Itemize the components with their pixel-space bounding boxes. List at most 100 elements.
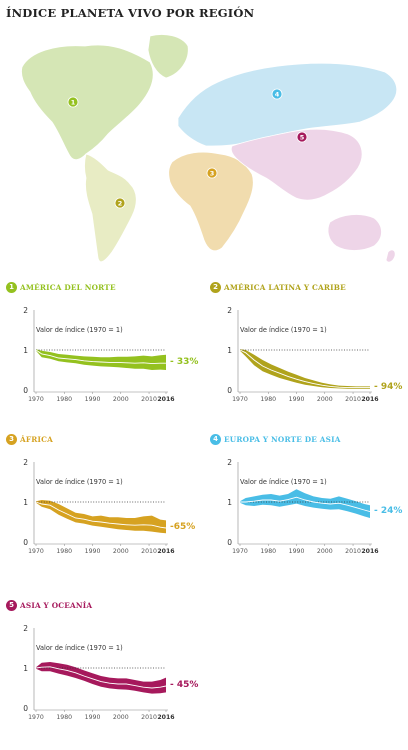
chart-panel-asia-oceania: 0 1 2 1970 1980 1990 2000 2010 2016 5 ASIA Y OCE… (0, 598, 204, 748)
index-line (35, 349, 166, 365)
x-tick-label: 1980 (56, 714, 72, 721)
region-number-badge: 1 (6, 282, 17, 293)
index-line (35, 666, 167, 689)
chart-europe-north-asia: 0 1 2 1970 1980 1990 2000 2010 2016 (227, 458, 378, 555)
index-note: Valor de índice (1970 = 1) (36, 644, 123, 652)
map-marker-4: 4 (271, 88, 283, 100)
world-map: 1 2 3 4 5 (21, 34, 398, 263)
y-tick-label: 0 (23, 386, 28, 395)
x-tick-label: 2000 (113, 548, 129, 555)
index-note: Valor de índice (1970 = 1) (240, 478, 327, 486)
x-tick-label: 1990 (289, 548, 305, 555)
chart-latin-america: 0 1 2 1970 1980 1990 2000 2010 2016 (227, 306, 378, 403)
x-tick-label: 2016 (361, 396, 378, 403)
confidence-band (36, 349, 166, 370)
x-tick-label: 2010 (345, 548, 361, 555)
x-tick-label: 2010 (345, 396, 361, 403)
chart-panel-north-america: 0 1 2 1970 1980 1990 2000 2010 2016 1 AMÉRICA DE… (0, 280, 204, 430)
index-line (35, 501, 167, 529)
y-tick-label: 2 (227, 458, 232, 467)
x-tick-label: 2016 (157, 548, 174, 555)
confidence-band (240, 489, 370, 518)
y-tick-label: 2 (23, 306, 28, 315)
x-tick-label: 1990 (85, 714, 101, 721)
x-tick-label: 1970 (232, 396, 248, 403)
svg-text:2: 2 (118, 199, 123, 207)
confidence-band (240, 349, 370, 389)
x-tick-label: 2016 (157, 396, 174, 403)
map-region-australia (327, 214, 382, 251)
svg-text:5: 5 (300, 133, 305, 141)
change-label: - 33% (170, 357, 199, 368)
region-number-badge: 2 (210, 282, 221, 293)
chart-panel-europe-north-asia: 0 1 2 1970 1980 1990 2000 2010 2016 4 EUROPA Y N… (204, 432, 408, 582)
x-tick-label: 2000 (317, 548, 333, 555)
map-region-europe-north-asia (177, 62, 398, 147)
chart-asia-oceania: 0 1 2 1970 1980 1990 2000 2010 2016 (23, 624, 174, 721)
x-tick-label: 1990 (85, 396, 101, 403)
map-marker-1: 1 (67, 96, 79, 108)
change-label: - 94% (374, 381, 403, 392)
page-title: ÍNDICE PLANETA VIVO POR REGIÓN (6, 6, 255, 20)
x-tick-label: 2010 (141, 548, 157, 555)
x-tick-label: 2000 (317, 396, 333, 403)
x-tick-label: 2010 (141, 396, 157, 403)
y-tick-label: 1 (227, 346, 232, 355)
confidence-band (36, 500, 166, 534)
confidence-band (36, 662, 166, 694)
index-line (239, 349, 370, 389)
y-tick-label: 1 (23, 346, 28, 355)
region-number-badge: 5 (6, 600, 17, 611)
x-tick-label: 2016 (157, 714, 174, 721)
chart-title: AMÉRICA DEL NORTE (20, 283, 116, 292)
x-tick-label: 1990 (85, 548, 101, 555)
y-tick-label: 1 (23, 498, 28, 507)
x-tick-label: 2010 (141, 714, 157, 721)
y-tick-label: 0 (227, 538, 232, 547)
map-region-greenland (147, 34, 189, 79)
y-tick-label: 1 (227, 498, 232, 507)
svg-text:3: 3 (210, 169, 215, 177)
y-tick-label: 1 (23, 664, 28, 673)
change-label: - 45% (170, 680, 199, 690)
x-tick-label: 1980 (56, 548, 72, 555)
x-tick-label: 1970 (28, 396, 44, 403)
chart-panel-africa: 0 1 2 1970 1980 1990 2000 2010 2016 3 ÁFRICA Val… (0, 432, 204, 582)
map-region-new-zealand (385, 249, 396, 263)
change-label: -65% (170, 522, 196, 532)
svg-text:1: 1 (71, 98, 76, 106)
index-note: Valor de índice (1970 = 1) (36, 478, 123, 486)
chart-title: ÁFRICA (20, 435, 53, 444)
map-region-asia-oceania (230, 128, 363, 201)
chart-title: ASIA Y OCEANÍA (20, 601, 93, 610)
x-tick-label: 2000 (113, 396, 129, 403)
map-region-north-america (21, 44, 154, 160)
svg-text:4: 4 (275, 90, 280, 98)
y-tick-label: 0 (227, 386, 232, 395)
chart-title: EUROPA Y NORTE DE ASIA (224, 435, 341, 444)
y-tick-label: 2 (23, 624, 28, 633)
x-tick-label: 2000 (113, 714, 129, 721)
y-tick-label: 0 (23, 538, 28, 547)
map-marker-3: 3 (206, 167, 218, 179)
x-tick-label: 1970 (232, 548, 248, 555)
map-marker-2: 2 (114, 197, 126, 209)
x-tick-label: 2016 (361, 548, 378, 555)
map-region-latin-america (84, 153, 137, 263)
x-tick-label: 1980 (260, 548, 276, 555)
map-region-africa (168, 151, 254, 252)
region-number-badge: 3 (6, 434, 17, 445)
chart-north-america: 0 1 2 1970 1980 1990 2000 2010 2016 (23, 306, 174, 403)
x-tick-label: 1980 (260, 396, 276, 403)
map-marker-5: 5 (296, 131, 308, 143)
x-tick-label: 1990 (289, 396, 305, 403)
y-tick-label: 2 (227, 306, 232, 315)
index-line (240, 496, 371, 513)
chart-africa: 0 1 2 1970 1980 1990 2000 2010 2016 (23, 458, 174, 555)
chart-panel-latin-america: 0 1 2 1970 1980 1990 2000 2010 2016 2 AMÉRICA LA… (204, 280, 408, 430)
y-tick-label: 2 (23, 458, 28, 467)
index-note: Valor de índice (1970 = 1) (240, 326, 327, 334)
y-tick-label: 0 (23, 704, 28, 713)
change-label: - 24% (374, 505, 403, 516)
x-tick-label: 1970 (28, 548, 44, 555)
